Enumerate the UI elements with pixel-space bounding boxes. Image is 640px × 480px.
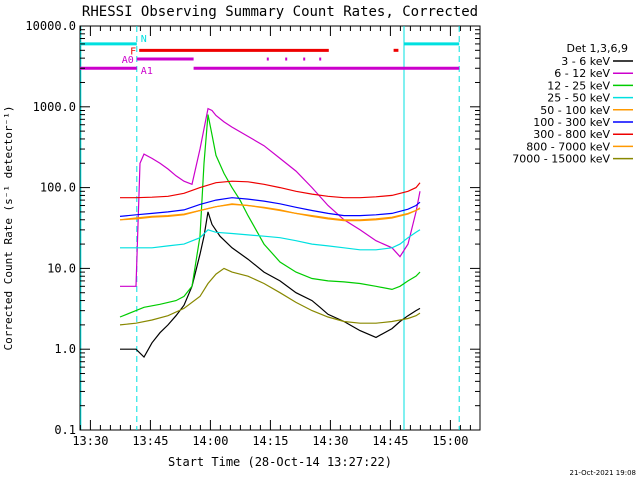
x-tick-label: 13:30 bbox=[72, 434, 108, 448]
legend-entry-label: 50 - 100 keV bbox=[540, 104, 610, 117]
y-tick-label: 0.1 bbox=[54, 423, 76, 437]
timestamp: 21-Oct-2021 19:08 bbox=[570, 469, 636, 477]
legend-entry-label: 25 - 50 keV bbox=[547, 92, 610, 105]
y-tick-label: 1000.0 bbox=[33, 100, 76, 114]
y-tick-label: 10.0 bbox=[47, 261, 76, 275]
legend-entry-label: 6 - 12 keV bbox=[554, 67, 610, 80]
legend-entry-label: 100 - 300 keV bbox=[533, 116, 610, 129]
x-tick-label: 14:00 bbox=[192, 434, 228, 448]
flag-label: N bbox=[141, 34, 147, 45]
legend-entry-label: 7000 - 15000 keV bbox=[512, 153, 610, 166]
flag-label: A0 bbox=[122, 55, 134, 66]
series-line bbox=[119, 203, 421, 222]
y-tick-label: 10000.0 bbox=[25, 19, 76, 33]
legend-entry-label: 800 - 7000 keV bbox=[526, 140, 610, 153]
series-line bbox=[120, 180, 421, 199]
y-tick-label: 100.0 bbox=[40, 181, 76, 195]
x-tick-label: 14:15 bbox=[252, 434, 288, 448]
chart-title: RHESSI Observing Summary Count Rates, Co… bbox=[82, 4, 478, 20]
vertical-markers bbox=[80, 26, 460, 430]
y-axis-label: Corrected Count Rate (s⁻¹ detector⁻¹) bbox=[2, 105, 15, 350]
plot-frame bbox=[79, 25, 481, 431]
series-line bbox=[119, 267, 421, 326]
y-tick-label: 1.0 bbox=[54, 342, 76, 356]
series-line bbox=[120, 107, 421, 287]
series-line bbox=[120, 229, 421, 251]
series-line bbox=[120, 211, 421, 358]
x-tick-label: 15:00 bbox=[432, 434, 468, 448]
x-tick-label: 13:45 bbox=[132, 434, 168, 448]
series-line bbox=[119, 197, 421, 217]
series-lines bbox=[119, 107, 421, 358]
plot-area bbox=[79, 25, 481, 431]
legend-entry-label: 12 - 25 keV bbox=[547, 79, 610, 92]
legend-title: Det 1,3,6,9 bbox=[566, 42, 628, 55]
series-line bbox=[119, 114, 421, 318]
flag-label: A1 bbox=[141, 66, 153, 77]
flag-label: F bbox=[130, 46, 136, 57]
legend-entry-label: 300 - 800 keV bbox=[533, 128, 610, 141]
x-tick-label: 14:45 bbox=[372, 434, 408, 448]
axis-ticks: 13:30 13:45 14:00 14:15 14:30 14:45 15:00 0.1 1.… bbox=[25, 19, 480, 448]
x-axis-label: Start Time (28-Oct-14 13:27:22) bbox=[168, 455, 392, 469]
x-tick-label: 14:30 bbox=[312, 434, 348, 448]
legend-entry-label: 3 - 6 keV bbox=[561, 55, 610, 68]
